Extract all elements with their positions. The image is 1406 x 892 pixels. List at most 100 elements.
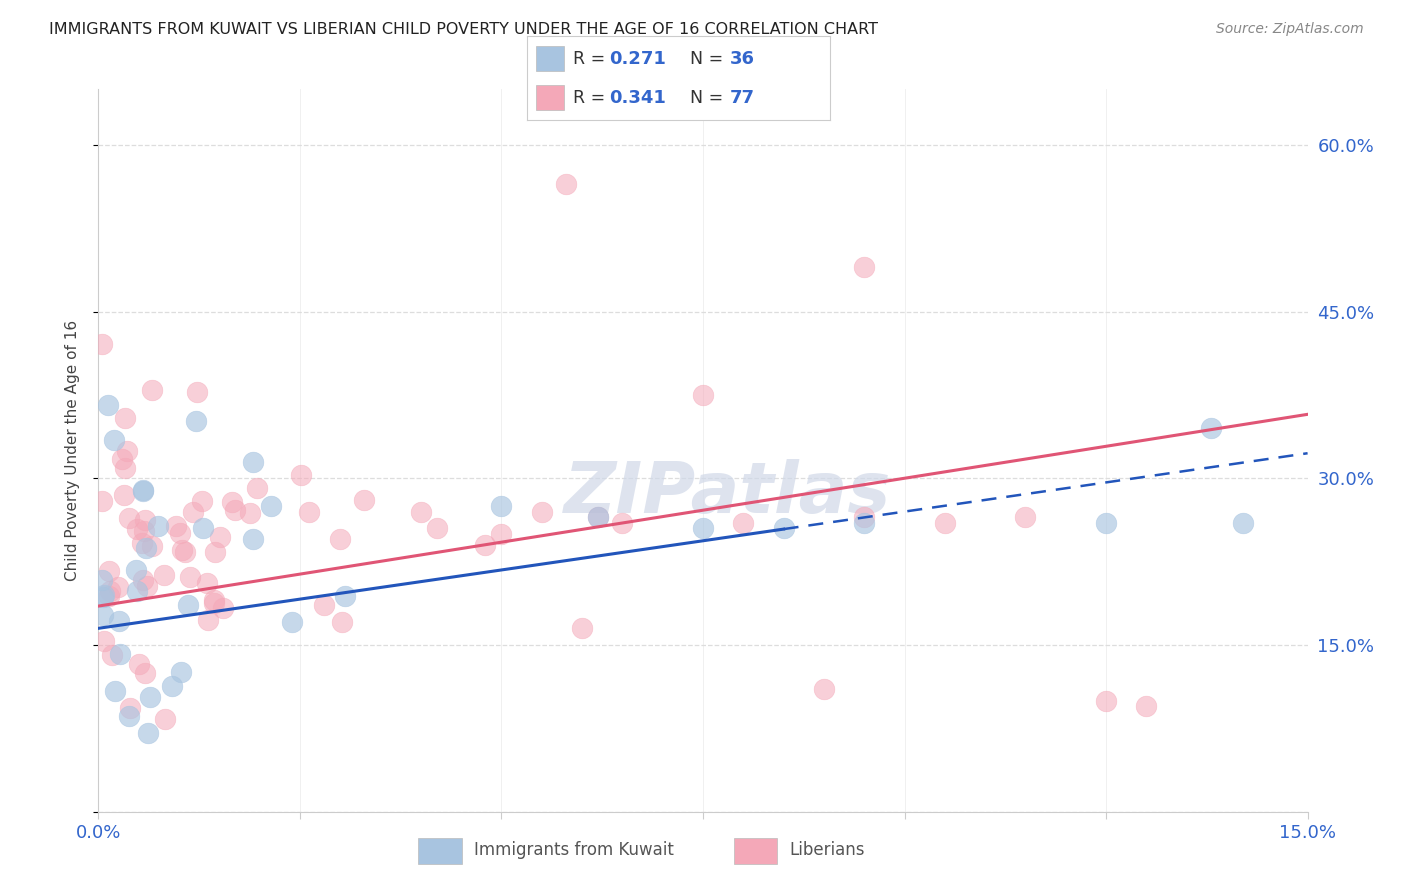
Text: Liberians: Liberians xyxy=(790,840,865,859)
Point xyxy=(131,536,153,550)
Point xyxy=(91,607,114,622)
Point xyxy=(221,494,243,508)
Point xyxy=(239,506,262,520)
Point xyxy=(281,615,304,629)
Point xyxy=(132,484,155,499)
Point xyxy=(177,598,200,612)
Point xyxy=(530,505,553,519)
Point xyxy=(733,516,755,530)
Bar xyxy=(419,838,461,863)
Point xyxy=(179,570,201,584)
Point xyxy=(97,398,120,412)
Point xyxy=(813,682,835,697)
Point xyxy=(208,530,231,544)
Point xyxy=(1232,516,1254,530)
Point xyxy=(153,712,176,726)
Point xyxy=(107,580,129,594)
Point xyxy=(329,533,352,547)
Point xyxy=(333,590,356,604)
Point xyxy=(132,483,155,497)
Point xyxy=(353,493,375,508)
Point xyxy=(91,573,114,587)
Point xyxy=(100,648,122,662)
Point xyxy=(853,516,876,530)
Point xyxy=(1095,516,1118,530)
Point xyxy=(197,613,219,627)
Point xyxy=(146,519,169,533)
Point xyxy=(91,337,114,351)
Point xyxy=(91,591,114,605)
Point xyxy=(115,444,138,458)
Point xyxy=(224,503,246,517)
Point xyxy=(112,488,135,502)
Point xyxy=(314,598,336,612)
Point xyxy=(93,588,115,602)
Point xyxy=(853,260,876,274)
Bar xyxy=(536,85,564,111)
Text: R =: R = xyxy=(572,50,610,68)
Point xyxy=(128,657,150,671)
Point xyxy=(169,526,191,541)
Point xyxy=(110,647,132,661)
Text: N =: N = xyxy=(690,50,730,68)
Point xyxy=(91,494,114,508)
Point xyxy=(135,579,157,593)
Point xyxy=(242,533,264,547)
Point xyxy=(474,538,496,552)
Point xyxy=(127,522,149,536)
Text: R =: R = xyxy=(572,88,610,106)
Point xyxy=(426,521,449,535)
Point xyxy=(571,621,593,635)
Point xyxy=(132,524,155,538)
Point xyxy=(934,516,956,530)
Point xyxy=(555,177,578,191)
Point xyxy=(97,589,120,603)
Point xyxy=(191,493,214,508)
Point xyxy=(114,460,136,475)
Point xyxy=(184,413,207,427)
Point xyxy=(103,433,125,447)
Point xyxy=(118,709,141,723)
Bar xyxy=(536,45,564,71)
Point xyxy=(127,584,149,599)
Point xyxy=(170,665,193,679)
Point xyxy=(1095,693,1118,707)
Point xyxy=(120,701,142,715)
Point xyxy=(134,513,156,527)
Point xyxy=(491,526,513,541)
Point xyxy=(692,521,714,535)
Point xyxy=(612,516,634,530)
Point xyxy=(170,542,193,557)
Point xyxy=(104,683,127,698)
Point xyxy=(132,573,155,587)
Text: 0.271: 0.271 xyxy=(609,50,666,68)
Point xyxy=(853,510,876,524)
Text: 36: 36 xyxy=(730,50,755,68)
Point xyxy=(111,452,134,467)
Point xyxy=(290,468,312,483)
Point xyxy=(242,454,264,468)
Point xyxy=(1014,510,1036,524)
Point xyxy=(160,680,183,694)
Y-axis label: Child Poverty Under the Age of 16: Child Poverty Under the Age of 16 xyxy=(65,320,80,581)
Point xyxy=(1135,699,1157,714)
Point xyxy=(173,544,195,558)
Point xyxy=(298,505,321,519)
Point xyxy=(195,576,218,591)
Point xyxy=(260,500,283,514)
Point xyxy=(1199,421,1222,435)
Point xyxy=(491,499,513,513)
Point xyxy=(193,521,215,535)
Bar xyxy=(734,838,778,863)
Point xyxy=(114,411,136,425)
Text: N =: N = xyxy=(690,88,730,106)
Point xyxy=(772,521,794,535)
Point xyxy=(202,592,225,607)
Point xyxy=(141,539,163,553)
Text: IMMIGRANTS FROM KUWAIT VS LIBERIAN CHILD POVERTY UNDER THE AGE OF 16 CORRELATION: IMMIGRANTS FROM KUWAIT VS LIBERIAN CHILD… xyxy=(49,22,879,37)
Point xyxy=(138,690,160,705)
Point xyxy=(118,511,141,525)
Point xyxy=(586,510,609,524)
Point xyxy=(586,510,609,524)
Text: Source: ZipAtlas.com: Source: ZipAtlas.com xyxy=(1216,22,1364,37)
